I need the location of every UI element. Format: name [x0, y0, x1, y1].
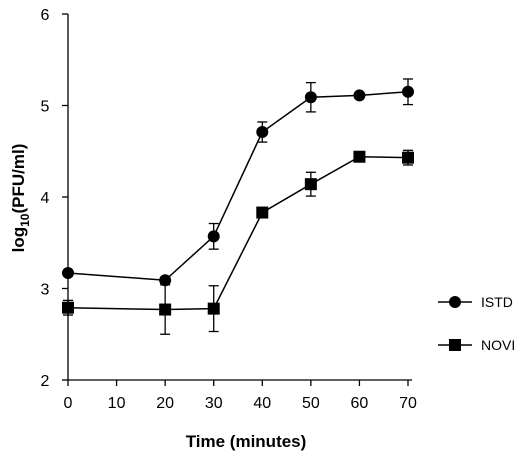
x-tick-label: 10 — [108, 395, 126, 412]
series-line-novi — [67, 155, 409, 311]
data-point-novi — [256, 206, 269, 219]
y-tick-label: 2 — [41, 373, 50, 390]
data-point-novi — [62, 301, 74, 314]
series-istd — [62, 78, 414, 287]
data-point-istd — [402, 85, 414, 98]
data-point-novi — [304, 178, 317, 191]
x-tick-label: 30 — [205, 395, 223, 412]
series-layer — [62, 78, 414, 335]
data-point-istd — [207, 230, 220, 243]
series-line-istd — [67, 91, 409, 282]
y-axis-title: log10(PFU/ml) — [9, 144, 32, 253]
legend: ISTD NOVI — [438, 294, 515, 353]
data-point-novi — [402, 151, 414, 164]
x-tick-label: 50 — [302, 395, 320, 412]
legend-marker — [449, 339, 461, 351]
y-tick-label: 5 — [41, 99, 50, 116]
legend-item-novi: NOVI — [438, 337, 515, 353]
data-point-novi — [353, 150, 366, 163]
x-tick-label: 70 — [399, 395, 417, 412]
y-axis-title-prefix: log — [9, 227, 28, 253]
data-point-novi — [207, 302, 220, 315]
y-tick-label: 4 — [41, 190, 50, 207]
data-point-istd — [62, 266, 74, 279]
data-point-istd — [159, 274, 172, 287]
data-point-istd — [304, 91, 317, 104]
y-axis-title-suffix: (PFU/ml) — [9, 144, 28, 214]
data-point-istd — [256, 126, 269, 139]
data-point-novi — [159, 303, 172, 316]
legend-label: ISTD — [481, 294, 513, 310]
x-tick-label: 40 — [253, 395, 271, 412]
y-tick-label: 6 — [41, 7, 50, 24]
legend-marker — [449, 296, 461, 308]
y-tick-label: 3 — [41, 282, 50, 299]
legend-label: NOVI — [481, 337, 515, 353]
x-axis-title: Time (minutes) — [186, 432, 307, 451]
data-point-istd — [353, 89, 366, 102]
legend-item-istd: ISTD — [438, 294, 513, 310]
series-novi — [62, 149, 414, 335]
x-tick-label: 0 — [64, 395, 73, 412]
x-tick-label: 20 — [156, 395, 174, 412]
x-tick-label: 60 — [351, 395, 369, 412]
y-axis-title-subscript: 10 — [18, 213, 32, 227]
